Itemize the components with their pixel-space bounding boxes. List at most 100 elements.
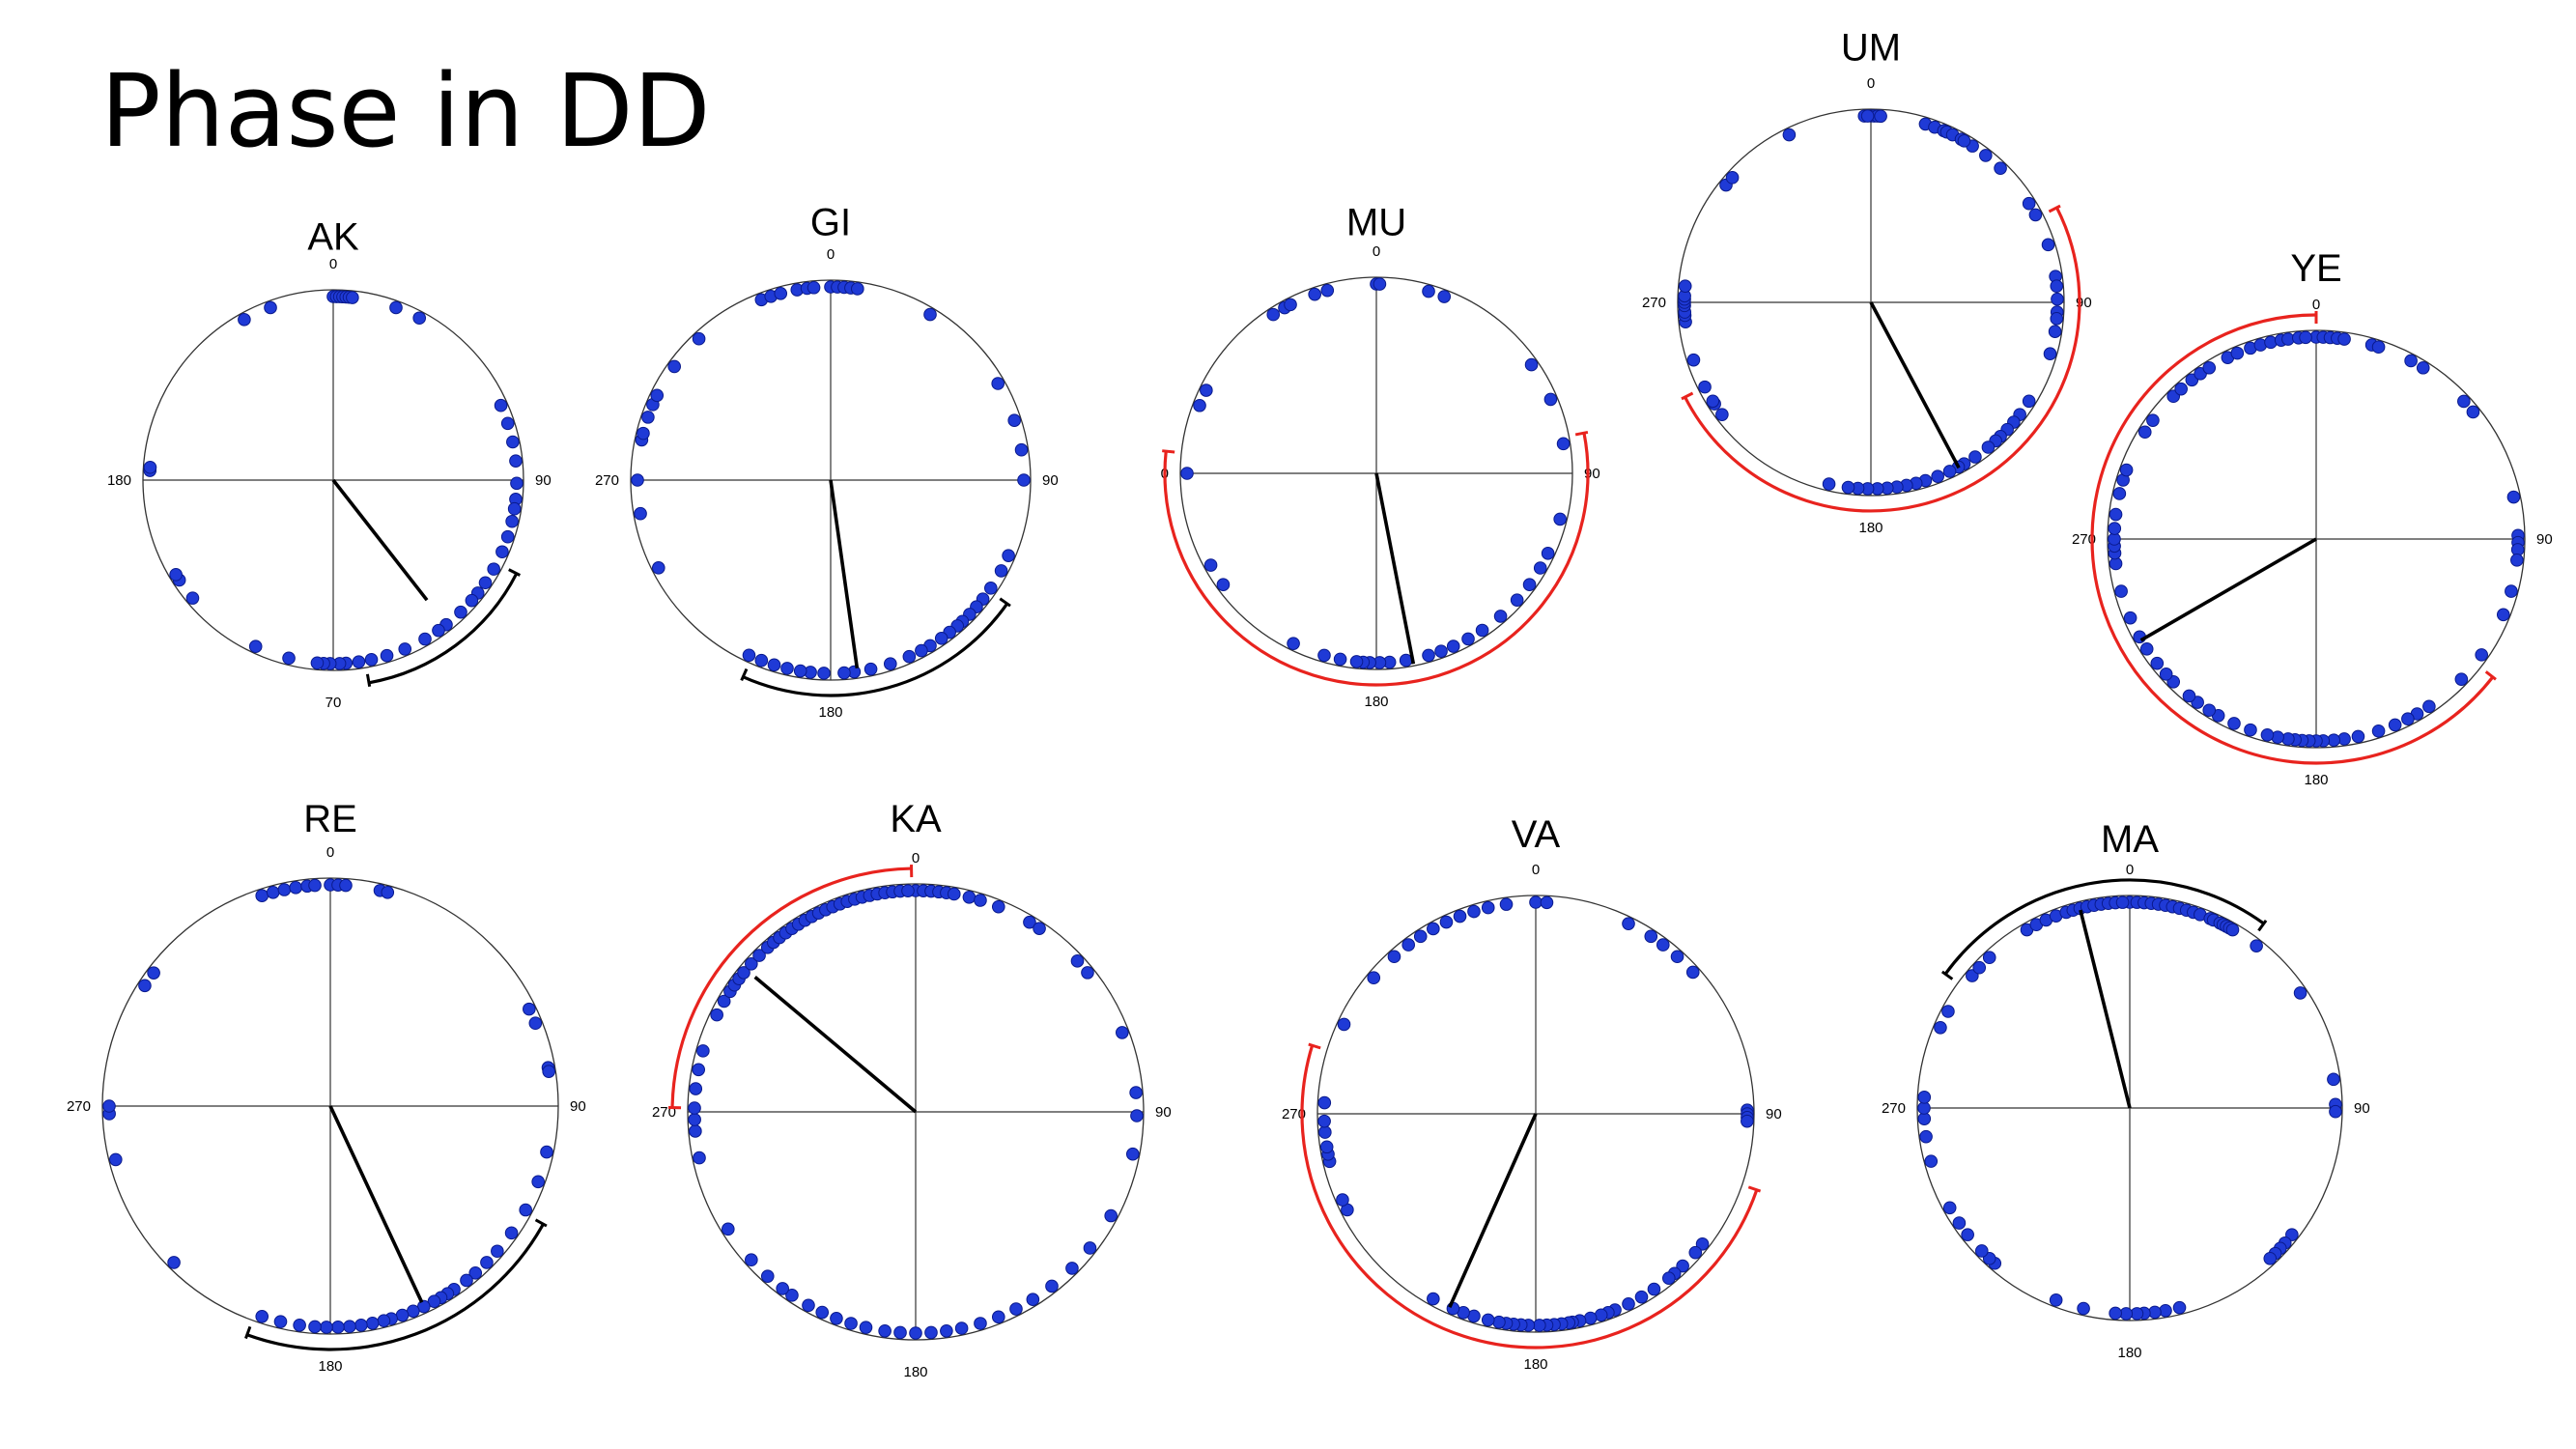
data-point <box>785 1289 799 1302</box>
data-point <box>510 476 524 491</box>
axis-tick-label: 180 <box>1858 520 1882 536</box>
plot-title: YE <box>2290 247 2341 290</box>
data-point <box>878 1323 892 1338</box>
data-point <box>994 564 1008 578</box>
polar-plot-ma: MA0 90 270 180 <box>1882 818 2370 1361</box>
data-point <box>1453 909 1467 923</box>
data-point <box>2404 354 2418 368</box>
data-point <box>1676 1259 1689 1273</box>
data-point <box>815 1305 830 1320</box>
data-point <box>1529 895 1543 909</box>
data-point <box>651 560 665 575</box>
data-point <box>754 653 769 668</box>
data-point <box>1644 929 1658 944</box>
data-point <box>2043 347 2057 360</box>
data-point <box>454 605 467 619</box>
data-point <box>902 649 917 664</box>
data-point <box>830 1311 843 1325</box>
data-point <box>1931 469 1944 483</box>
confidence-arc <box>670 867 912 1108</box>
axis-tick-label: 70 <box>326 695 342 711</box>
data-point <box>1023 915 1036 929</box>
data-point <box>1017 473 1031 487</box>
data-point <box>737 966 750 980</box>
data-point <box>901 884 915 897</box>
data-point <box>273 1315 288 1328</box>
arc-end-tick <box>1681 391 1694 401</box>
data-point <box>692 331 706 346</box>
data-point <box>308 878 322 893</box>
plot-title: KA <box>890 798 942 840</box>
axis-tick-label: 0 <box>2126 862 2134 878</box>
axis-tick-label: 180 <box>2117 1345 2141 1361</box>
data-point <box>507 501 522 516</box>
data-point <box>1533 561 1547 575</box>
data-point <box>2022 196 2036 211</box>
data-point <box>505 514 519 528</box>
data-point <box>2202 703 2217 718</box>
axis-tick-label: 270 <box>1882 1100 1906 1117</box>
data-point <box>1203 558 1218 572</box>
axis-tick-label: 0 <box>1867 75 1875 92</box>
data-point <box>2202 360 2217 375</box>
data-point <box>2050 312 2064 326</box>
data-point <box>138 979 152 993</box>
data-point <box>480 1256 494 1269</box>
confidence-arc <box>1943 878 2265 976</box>
plot-title: MU <box>1346 201 1406 243</box>
data-point <box>308 1320 322 1334</box>
data-point <box>710 1008 723 1022</box>
axis-tick-label: 180 <box>1523 1356 1547 1373</box>
mean-vector <box>2139 537 2317 642</box>
data-point <box>1317 648 1331 663</box>
data-point <box>1045 1279 1059 1293</box>
axis-tick-label: 90 <box>535 472 552 489</box>
data-point <box>851 282 864 296</box>
data-point <box>1541 547 1555 560</box>
data-point <box>721 1222 735 1236</box>
data-point <box>1981 440 1996 454</box>
data-point <box>185 591 200 605</box>
data-point <box>1081 966 1094 980</box>
data-point <box>542 1065 555 1078</box>
mean-vector <box>328 1105 424 1303</box>
data-point <box>1026 1293 1040 1307</box>
data-point <box>637 426 650 440</box>
data-point <box>1942 1201 1957 1215</box>
data-point <box>264 300 277 315</box>
data-point <box>380 648 394 663</box>
data-point <box>460 1273 473 1288</box>
data-point <box>1725 171 1740 185</box>
data-point <box>277 883 292 896</box>
data-point <box>343 1320 356 1333</box>
axis-tick-label: 0 <box>827 246 835 263</box>
data-point <box>506 435 520 449</box>
confidence-arc <box>2090 313 2495 765</box>
data-point <box>2230 346 2245 360</box>
data-point <box>2109 1306 2122 1321</box>
axis-tick-label: 180 <box>107 472 131 489</box>
data-point <box>689 1082 703 1095</box>
data-point <box>1622 917 1635 930</box>
data-point <box>2466 405 2480 419</box>
data-point <box>1467 904 1481 919</box>
data-point <box>1437 290 1452 303</box>
axis-tick-label: 0 <box>1532 862 1540 878</box>
data-point <box>1656 938 1670 952</box>
data-point <box>1934 1020 1947 1035</box>
data-point <box>2115 895 2130 909</box>
data-point <box>1319 1140 1334 1154</box>
data-point <box>1200 384 1213 397</box>
data-point <box>1125 1147 1140 1161</box>
data-point <box>2028 208 2043 222</box>
data-point <box>406 1304 420 1319</box>
confidence-arc <box>246 1223 545 1351</box>
data-point <box>923 307 937 322</box>
data-point <box>2114 584 2128 598</box>
data-point <box>974 894 987 907</box>
data-point <box>432 623 445 638</box>
mean-vector <box>1374 472 1416 665</box>
data-point <box>1337 1017 1351 1032</box>
data-point <box>1917 1091 1932 1104</box>
